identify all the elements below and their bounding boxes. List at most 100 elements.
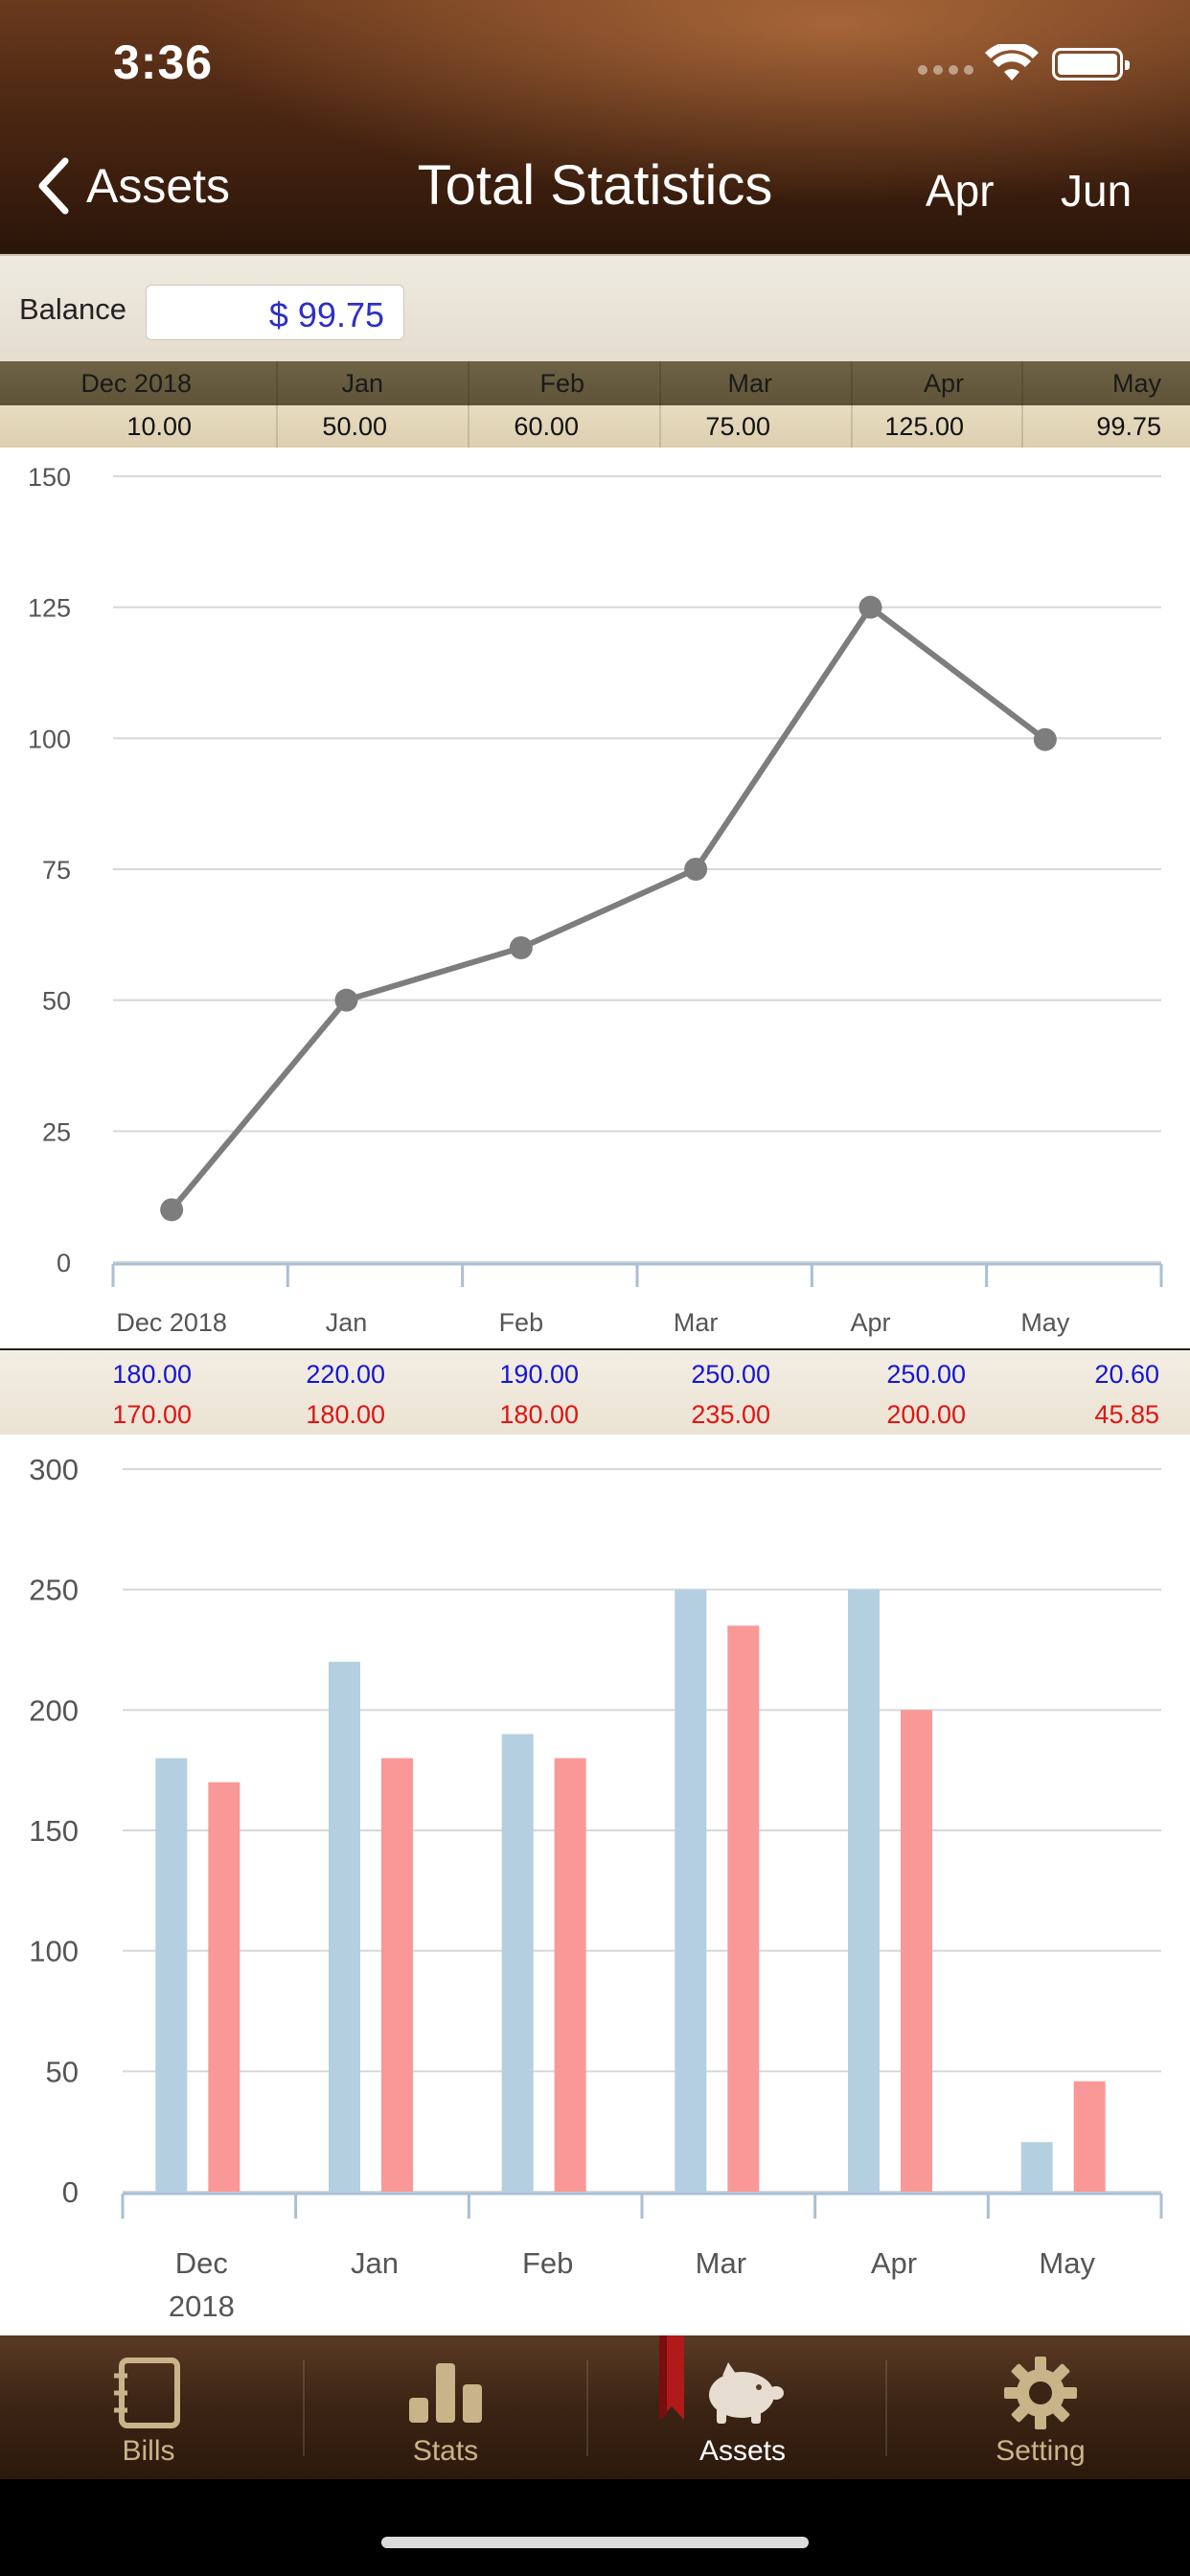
- header: 3:36 Assets Total Statistics Apr Jun: [0, 0, 1190, 254]
- strip-divider: [851, 361, 853, 405]
- expense-bar: [208, 1782, 240, 2192]
- expense-bar: [381, 1758, 413, 2192]
- y-tick-label: 125: [28, 594, 71, 623]
- expense-bar: [901, 1710, 932, 2192]
- x-tick-label: Apr: [850, 1308, 890, 1337]
- month-value-cell: 75.00: [705, 411, 770, 441]
- x-tick-label: 2018: [169, 2289, 235, 2323]
- month-value-cell: 50.00: [322, 411, 387, 441]
- data-point: [684, 858, 708, 881]
- strip-divider: [1021, 361, 1023, 405]
- month-value-cell: 125.00: [884, 411, 964, 441]
- income-value: 250.00: [691, 1360, 770, 1389]
- y-tick-label: 150: [29, 1814, 79, 1848]
- x-tick-label: Dec: [175, 2246, 228, 2280]
- y-tick-label: 25: [42, 1117, 71, 1146]
- tab-stats-label: Stats: [412, 2435, 479, 2467]
- strip-divider: [276, 405, 278, 448]
- month-value-strip: 10.00 50.00 60.00 75.00 125.00 99.75: [0, 405, 1190, 448]
- gear-icon: [1002, 2357, 1079, 2429]
- active-tab-ribbon: [659, 2335, 684, 2420]
- y-tick-label: 100: [28, 724, 71, 753]
- month-header-cell: Feb: [539, 368, 584, 398]
- tab-divider: [885, 2360, 887, 2456]
- y-tick-label: 50: [42, 987, 71, 1016]
- expense-value: 180.00: [306, 1400, 385, 1429]
- back-label: Assets: [86, 159, 231, 213]
- next-month-button[interactable]: Jun: [1061, 166, 1133, 216]
- strip-divider: [468, 361, 469, 405]
- month-header-cell: Jan: [341, 368, 383, 398]
- tab-assets[interactable]: Assets: [628, 2335, 858, 2479]
- income-bar: [329, 1662, 360, 2192]
- piggy-bank-icon: [699, 2357, 786, 2429]
- y-tick-label: 50: [46, 2055, 79, 2088]
- tab-divider: [586, 2360, 588, 2456]
- strip-divider: [276, 361, 278, 405]
- month-header-cell: Apr: [923, 368, 964, 398]
- wifi-icon: [985, 44, 1039, 80]
- month-value-cell: 10.00: [126, 411, 192, 441]
- x-tick-label: May: [1039, 2246, 1095, 2280]
- month-value-cell: 60.00: [514, 411, 579, 441]
- income-value: 180.00: [112, 1360, 192, 1389]
- income-value: 190.00: [499, 1360, 579, 1389]
- income-expense-strip: 180.00 220.00 190.00 250.00 250.00 20.60 170.0…: [0, 1348, 1190, 1435]
- strip-divider: [851, 405, 853, 448]
- expense-value: 180.00: [499, 1400, 579, 1429]
- income-value: 250.00: [886, 1360, 966, 1389]
- x-tick-label: Apr: [871, 2246, 917, 2280]
- strip-divider: [1021, 405, 1023, 448]
- x-tick-label: Jan: [326, 1308, 368, 1337]
- balance-value: $ 99.75: [268, 295, 384, 334]
- x-tick-label: Feb: [522, 2246, 573, 2280]
- back-button[interactable]: Assets: [34, 155, 230, 217]
- y-tick-label: 0: [57, 1249, 71, 1277]
- y-tick-label: 100: [29, 1935, 79, 1968]
- x-tick-label: May: [1020, 1308, 1070, 1337]
- tab-setting[interactable]: Setting: [926, 2335, 1156, 2479]
- data-point: [334, 988, 358, 1012]
- income-value: 220.00: [306, 1360, 385, 1389]
- x-tick-label: Mar: [696, 2246, 746, 2280]
- tab-bills-label: Bills: [122, 2435, 175, 2467]
- income-bar: [501, 1734, 534, 2192]
- income-bar: [675, 1589, 707, 2192]
- status-time: 3:36: [113, 35, 214, 89]
- strip-divider: [659, 361, 661, 405]
- y-tick-label: 250: [29, 1574, 79, 1607]
- data-point: [1033, 727, 1057, 751]
- expense-bar: [727, 1625, 760, 2192]
- strip-divider: [468, 405, 469, 448]
- balance-label: Balance: [19, 292, 127, 326]
- x-tick-label: Jan: [351, 2246, 399, 2280]
- month-header-strip: Dec 2018 Jan Feb Mar Apr May: [0, 361, 1190, 405]
- notebook-icon: [110, 2357, 187, 2429]
- data-point: [858, 595, 882, 619]
- tab-bar: Bills Stats Assets: [0, 2335, 1190, 2479]
- x-tick-label: Mar: [674, 1308, 719, 1337]
- tab-bills[interactable]: Bills: [34, 2335, 263, 2479]
- battery-icon: [1052, 48, 1130, 80]
- balance-row: Balance $ 99.75: [0, 254, 1190, 361]
- income-bar: [848, 1589, 880, 2192]
- data-point: [160, 1198, 184, 1222]
- y-tick-label: 75: [42, 856, 71, 885]
- x-tick-label: Dec 2018: [116, 1308, 227, 1337]
- home-area: [0, 2479, 1190, 2576]
- expense-bar: [554, 1758, 586, 2192]
- month-header-cell: Dec 2018: [80, 368, 192, 398]
- expense-value: 200.00: [886, 1400, 966, 1429]
- month-header-cell: Mar: [727, 368, 773, 398]
- tab-stats[interactable]: Stats: [331, 2335, 561, 2479]
- income-value: 20.60: [1094, 1360, 1159, 1389]
- prev-month-button[interactable]: Apr: [926, 166, 995, 216]
- tab-divider: [303, 2360, 305, 2456]
- expense-value: 170.00: [112, 1400, 192, 1429]
- month-value-cell: 99.75: [1096, 411, 1161, 441]
- x-tick-label: Feb: [499, 1308, 544, 1337]
- y-tick-label: 0: [62, 2175, 79, 2209]
- balance-field: $ 99.75: [146, 285, 404, 340]
- y-tick-label: 150: [28, 463, 71, 492]
- home-indicator[interactable]: [381, 2537, 809, 2548]
